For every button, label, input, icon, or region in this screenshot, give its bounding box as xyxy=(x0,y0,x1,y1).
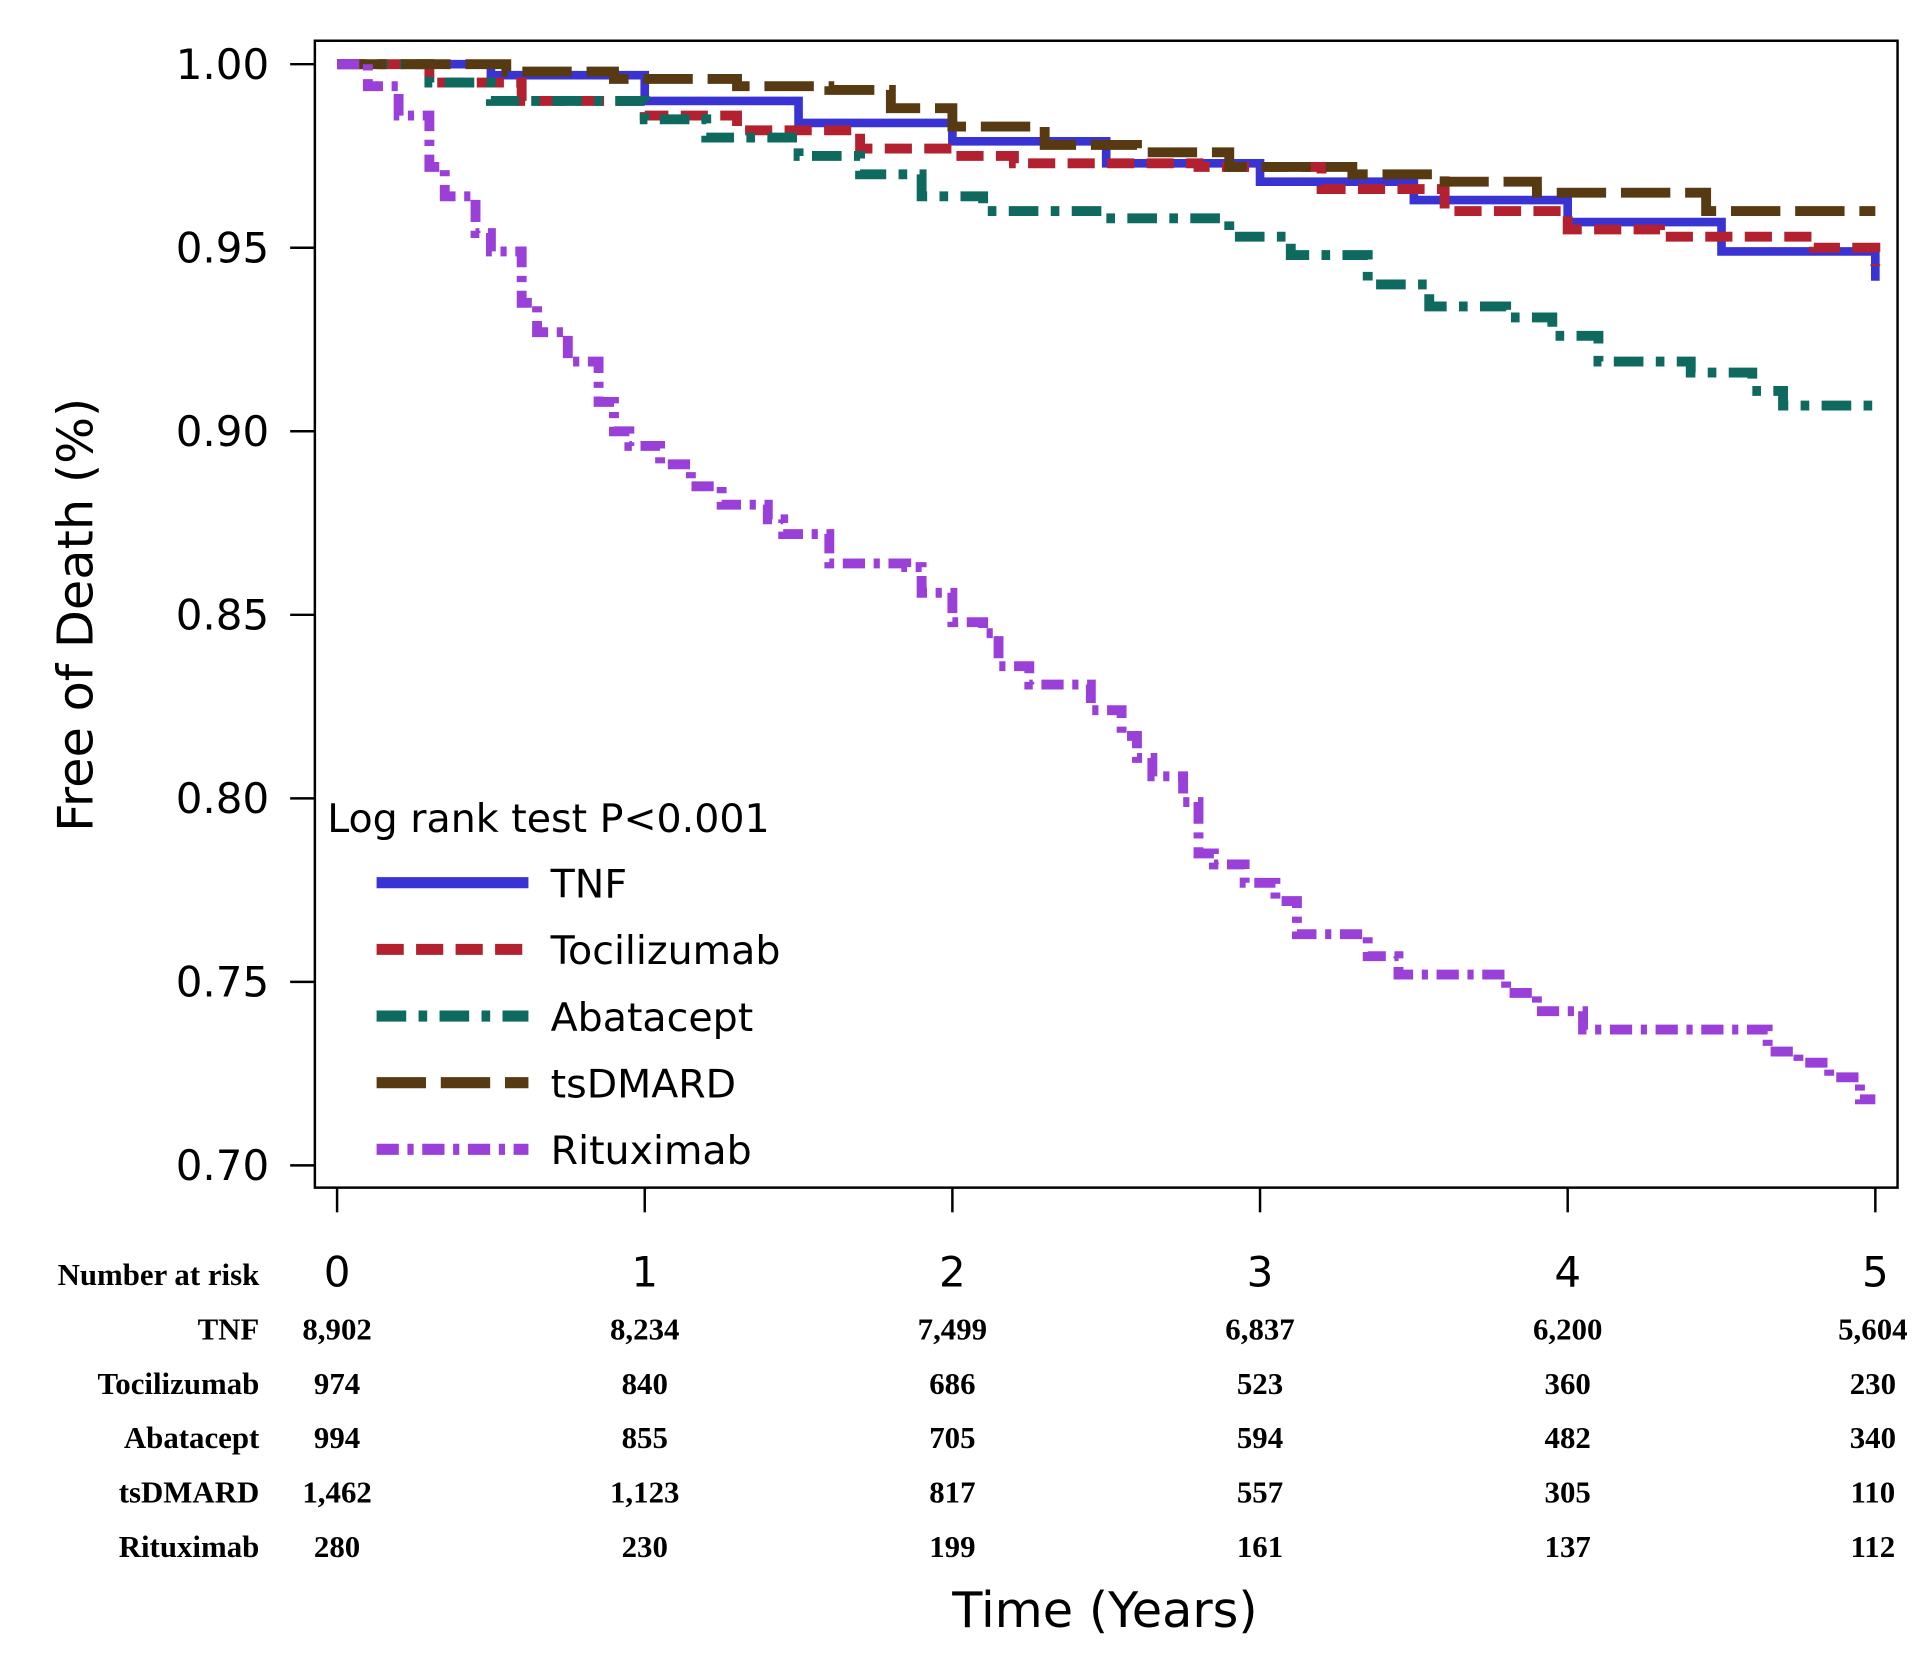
risk-value: 974 xyxy=(314,1367,360,1401)
risk-value: 8,234 xyxy=(610,1312,679,1346)
risk-value: 817 xyxy=(929,1475,975,1509)
y-tick-label: 0.85 xyxy=(176,591,269,640)
x-axis-label: Time (Years) xyxy=(951,1581,1257,1639)
risk-value: 5,604 xyxy=(1838,1312,1907,1346)
legend-label-rituximab: Rituximab xyxy=(551,1128,752,1174)
x-tick-label: 4 xyxy=(1554,1247,1581,1296)
risk-value: 230 xyxy=(622,1530,668,1564)
risk-value: 360 xyxy=(1545,1367,1591,1401)
risk-value: 8,902 xyxy=(302,1312,371,1346)
y-tick-label: 0.70 xyxy=(176,1141,269,1190)
log-rank-annotation: Log rank test P<0.001 xyxy=(327,796,769,842)
risk-value: 557 xyxy=(1237,1475,1283,1509)
risk-value: 482 xyxy=(1545,1421,1591,1455)
y-tick-label: 0.95 xyxy=(176,224,269,273)
risk-value: 112 xyxy=(1851,1530,1896,1564)
risk-value: 137 xyxy=(1545,1530,1591,1564)
y-tick-label: 0.90 xyxy=(176,407,269,456)
risk-value: 340 xyxy=(1850,1421,1896,1455)
risk-row-label: Abatacept xyxy=(124,1421,260,1455)
curve-rituximab xyxy=(337,59,1876,1105)
y-tick-label: 0.80 xyxy=(176,774,269,823)
risk-value: 994 xyxy=(314,1421,360,1455)
curves xyxy=(337,59,1881,1105)
x-axis: 0 1 2 3 4 5 xyxy=(324,1187,1889,1296)
risk-row-label: tsDMARD xyxy=(119,1475,260,1509)
curve-tsdmard xyxy=(337,59,1876,216)
risk-value: 305 xyxy=(1545,1475,1591,1509)
x-tick-label: 1 xyxy=(631,1247,658,1296)
legend-label-abatacept: Abatacept xyxy=(551,995,754,1041)
y-axis-label: Free of Death (%) xyxy=(47,398,105,832)
risk-value: 199 xyxy=(929,1530,975,1564)
risk-value: 1,123 xyxy=(610,1475,679,1509)
risk-value: 594 xyxy=(1237,1421,1283,1455)
y-tick-label: 1.00 xyxy=(176,40,269,89)
risk-value: 705 xyxy=(929,1421,975,1455)
x-tick-label: 2 xyxy=(939,1247,966,1296)
y-axis: 0.70 0.75 0.80 0.85 0.90 0.95 1.00 xyxy=(176,40,315,1190)
legend-label-tsdmard: tsDMARD xyxy=(551,1062,736,1108)
curve-abatacept xyxy=(337,59,1876,411)
risk-table-title: Number at risk xyxy=(58,1258,261,1292)
risk-row-label: Rituximab xyxy=(119,1530,260,1564)
risk-value: 855 xyxy=(622,1421,668,1455)
risk-row-label: TNF xyxy=(198,1312,260,1346)
risk-value: 110 xyxy=(1851,1475,1896,1509)
legend-label-tocilizumab: Tocilizumab xyxy=(550,928,781,974)
risk-table: TNF 8,902 8,234 7,499 6,837 6,200 5,604 Tociliz… xyxy=(98,1312,1908,1563)
risk-value: 230 xyxy=(1850,1367,1896,1401)
risk-value: 6,837 xyxy=(1225,1312,1294,1346)
x-tick-label: 0 xyxy=(324,1247,351,1296)
risk-value: 523 xyxy=(1237,1367,1283,1401)
risk-value: 280 xyxy=(314,1530,360,1564)
x-tick-label: 3 xyxy=(1247,1247,1274,1296)
risk-value: 840 xyxy=(622,1367,668,1401)
legend: TNF Tocilizumab Abatacept tsDMARD Rituximab xyxy=(376,862,781,1174)
risk-row-label: Tocilizumab xyxy=(98,1367,260,1401)
risk-value: 6,200 xyxy=(1533,1312,1602,1346)
legend-label-tnf: TNF xyxy=(550,862,627,908)
risk-value: 1,462 xyxy=(302,1475,371,1509)
y-tick-label: 0.75 xyxy=(176,958,269,1007)
curve-tocilizumab xyxy=(337,59,1881,267)
x-tick-label: 5 xyxy=(1862,1247,1889,1296)
risk-value: 7,499 xyxy=(918,1312,987,1346)
risk-value: 686 xyxy=(929,1367,975,1401)
risk-value: 161 xyxy=(1237,1530,1283,1564)
